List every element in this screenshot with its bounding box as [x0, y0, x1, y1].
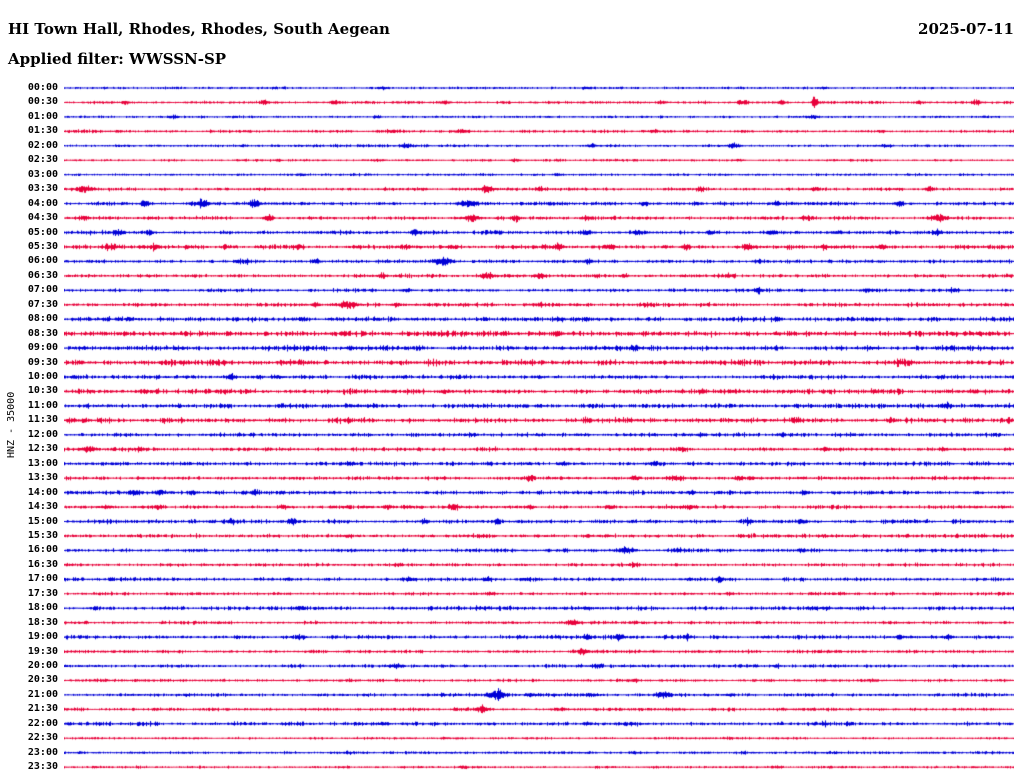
row-time-label: 20:30 — [27, 674, 58, 686]
row-time-label: 02:30 — [27, 154, 58, 166]
row-time-label: 14:30 — [27, 501, 58, 513]
row-time-label: 22:00 — [27, 717, 58, 729]
row-time-label: 10:00 — [27, 371, 58, 382]
row-time-label: 00:00 — [27, 82, 58, 93]
row-time-label: 01:00 — [27, 110, 58, 122]
row-time-label: 09:00 — [27, 342, 58, 354]
row-time-label: 21:00 — [27, 688, 58, 700]
row-time-label: 07:30 — [27, 298, 58, 310]
time-labels-column: 00:00 00:30 01:00 01:30 02:00 02:30 03:00 03:30… — [0, 0, 58, 780]
row-time-label: 06:00 — [27, 255, 58, 267]
row-time-label: 17:00 — [27, 573, 58, 585]
row-time-label: 20:00 — [27, 660, 58, 671]
row-time-label: 11:30 — [27, 414, 58, 426]
row-time-label: 04:30 — [27, 212, 58, 224]
row-time-label: 09:30 — [27, 356, 58, 368]
row-time-label: 22:30 — [27, 732, 58, 744]
row-time-label: 12:30 — [27, 443, 58, 455]
row-time-label: 18:30 — [27, 616, 58, 628]
row-time-label: 00:30 — [27, 96, 58, 108]
row-time-label: 10:30 — [27, 385, 58, 397]
row-time-label: 08:30 — [27, 327, 58, 339]
row-time-label: 03:30 — [27, 183, 58, 195]
row-time-label: 01:30 — [27, 125, 58, 137]
row-time-label: 18:00 — [27, 602, 58, 614]
row-time-label: 17:30 — [27, 587, 58, 599]
row-time-label: 13:30 — [27, 472, 58, 484]
row-time-label: 05:00 — [27, 226, 58, 238]
row-time-label: 16:30 — [27, 558, 58, 570]
row-time-label: 06:30 — [27, 269, 58, 281]
row-time-label: 07:00 — [27, 284, 58, 296]
row-time-label: 19:00 — [27, 631, 58, 643]
row-time-label: 15:00 — [27, 515, 58, 527]
row-time-label: 23:30 — [27, 761, 58, 773]
row-time-label: 05:30 — [27, 240, 58, 252]
row-time-label: 19:30 — [27, 645, 58, 657]
row-time-label: 16:00 — [27, 544, 58, 556]
row-time-label: 12:00 — [27, 428, 58, 440]
row-time-label: 23:00 — [27, 746, 58, 758]
row-time-label: 08:00 — [27, 313, 58, 325]
row-time-label: 13:00 — [27, 457, 58, 469]
row-time-label: 03:00 — [27, 168, 58, 180]
plot-date: 2025-07-11 — [918, 20, 1014, 38]
seismogram-traces-canvas — [64, 80, 1014, 780]
row-time-label: 21:30 — [27, 703, 58, 715]
row-time-label: 14:00 — [27, 486, 58, 498]
row-time-label: 02:00 — [27, 139, 58, 151]
filter-label: Applied filter: WWSSN-SP — [8, 50, 227, 68]
row-time-label: 15:30 — [27, 529, 58, 541]
station-title: HI Town Hall, Rhodes, Rhodes, South Aege… — [8, 20, 390, 38]
row-time-label: 04:00 — [27, 197, 58, 209]
row-time-label: 11:00 — [27, 399, 58, 411]
